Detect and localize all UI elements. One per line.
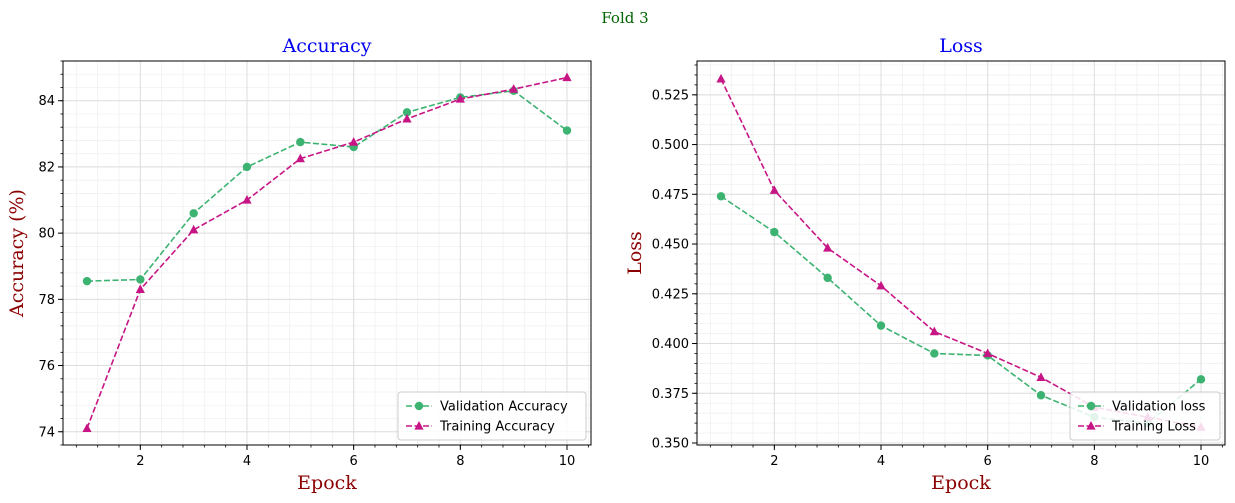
series-line <box>86 89 568 282</box>
accuracy-panel: 2 4 6 8 10 74 76 78 80 82 84 Accuracy Epock Accuracy … <box>6 35 592 494</box>
accuracy-x-tick-label: 2 <box>136 454 144 469</box>
accuracy-y-tick-label: 76 <box>38 359 55 374</box>
accuracy-y-tick-label: 80 <box>38 227 55 242</box>
legend-label: Validation loss <box>1112 400 1206 415</box>
loss-legend: Validation loss Training Loss <box>1069 391 1221 441</box>
legend-item: Training Loss <box>1078 420 1196 435</box>
loss-panel: 2 4 6 8 10 0.350 0.375 0.400 0.425 0.450 0.475 0.50… <box>624 35 1226 494</box>
data-point <box>402 108 412 117</box>
accuracy-y-tick-label: 78 <box>38 293 55 308</box>
data-point <box>1196 375 1206 384</box>
loss-axes-frame <box>696 60 1226 446</box>
loss-y-tick-label: 0.425 <box>652 287 689 302</box>
data-point <box>296 137 305 147</box>
accuracy-y-axis-label: Accuracy (%) <box>6 189 28 318</box>
legend-marker <box>1086 401 1096 411</box>
data-point <box>929 326 939 336</box>
loss-y-tick-label: 0.450 <box>652 238 689 253</box>
legend-item: Validation Accuracy <box>406 400 568 415</box>
loss-x-tick-label: 10 <box>1193 454 1210 469</box>
accuracy-y-tick-label: 84 <box>38 94 55 109</box>
legend-item: Validation loss <box>1078 400 1206 415</box>
accuracy-chart-title: Accuracy <box>281 35 371 57</box>
data-point <box>716 73 726 83</box>
accuracy-x-tick-label: 4 <box>243 454 251 469</box>
data-point <box>562 72 572 82</box>
loss-chart-title: Loss <box>939 35 983 57</box>
legend-label: Training Accuracy <box>439 420 555 435</box>
legend-label: Validation Accuracy <box>440 400 568 415</box>
data-point <box>189 209 198 218</box>
legend-item: Training Accuracy <box>406 420 555 435</box>
data-point <box>823 243 833 252</box>
data-point <box>716 192 726 201</box>
legend-marker <box>414 421 424 430</box>
accuracy-major-grid <box>63 61 591 445</box>
data-point <box>769 185 779 194</box>
data-point <box>242 195 252 204</box>
loss-y-tick-label: 0.375 <box>652 387 689 402</box>
accuracy-axes-frame <box>62 60 592 446</box>
data-point <box>189 224 199 234</box>
loss-y-axis-label: Loss <box>624 231 646 275</box>
loss-x-axis-label: Epock <box>931 472 991 494</box>
loss-x-tick-label: 2 <box>770 454 778 469</box>
legend-box <box>1069 391 1221 441</box>
accuracy-minor-grid <box>63 60 591 446</box>
series-line <box>720 78 1202 428</box>
legend-label: Training Loss <box>1111 420 1196 435</box>
loss-y-tick-label: 0.525 <box>652 88 689 103</box>
legend-marker <box>1086 421 1096 430</box>
loss-x-tick-label: 4 <box>877 454 885 469</box>
loss-minor-grid <box>697 61 1225 445</box>
loss-series-training <box>716 73 1206 431</box>
loss-x-tick-label: 6 <box>984 454 992 469</box>
data-point <box>136 275 145 284</box>
accuracy-x-tick-label: 6 <box>350 454 358 469</box>
loss-y-tick-label: 0.500 <box>652 138 689 153</box>
accuracy-x-axis-label: Epock <box>297 472 357 494</box>
accuracy-series-validation <box>82 86 572 286</box>
data-point <box>876 321 886 330</box>
accuracy-x-tick-label: 8 <box>456 454 464 469</box>
loss-y-tick-label: 0.400 <box>652 337 689 352</box>
accuracy-series-training <box>82 72 572 433</box>
legend-marker <box>414 401 424 411</box>
data-point <box>983 348 993 358</box>
accuracy-y-tick-label: 82 <box>38 160 55 175</box>
series-line <box>720 195 1202 424</box>
legend-box <box>397 391 587 441</box>
data-point <box>295 153 305 163</box>
data-point <box>242 162 252 172</box>
data-point <box>509 84 519 93</box>
data-point <box>930 349 939 358</box>
loss-major-grid <box>697 61 1225 445</box>
accuracy-legend: Validation Accuracy Training Accuracy <box>397 391 587 441</box>
series-line <box>86 76 568 429</box>
data-point <box>82 276 92 286</box>
data-point <box>135 284 145 294</box>
data-point <box>1036 391 1046 400</box>
data-point <box>455 94 465 103</box>
data-point <box>876 280 886 290</box>
data-point <box>1036 372 1046 381</box>
figure-suptitle: Fold 3 <box>601 9 648 27</box>
loss-y-tick-label: 0.350 <box>652 437 689 452</box>
loss-y-tick-label: 0.475 <box>652 188 689 203</box>
accuracy-x-tick-label: 10 <box>559 454 576 469</box>
data-point <box>402 113 412 123</box>
data-point <box>823 273 832 283</box>
data-point <box>82 423 92 433</box>
data-point <box>770 227 779 237</box>
loss-x-tick-label: 8 <box>1090 454 1098 469</box>
data-point <box>349 137 359 146</box>
data-point <box>562 126 572 135</box>
accuracy-y-tick-label: 74 <box>38 425 55 440</box>
